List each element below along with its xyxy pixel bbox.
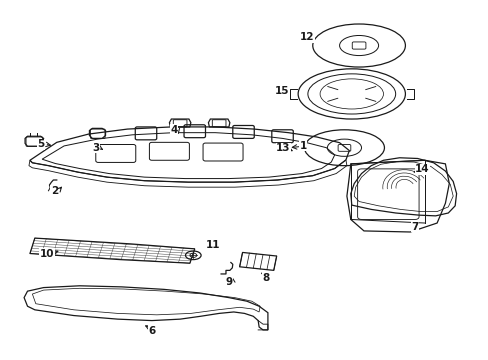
Text: 1: 1 [299,141,306,151]
Text: 5: 5 [37,139,44,149]
Text: 11: 11 [205,239,220,249]
Text: 2: 2 [51,186,58,196]
Text: 14: 14 [414,164,429,174]
Text: 6: 6 [148,325,155,336]
Text: 12: 12 [299,32,313,42]
Text: 8: 8 [262,273,269,283]
Text: 10: 10 [40,248,54,258]
Text: 4: 4 [170,125,177,135]
Text: 15: 15 [275,86,289,96]
Text: 9: 9 [225,277,232,287]
Text: 7: 7 [410,222,418,231]
Text: 13: 13 [276,143,290,153]
Text: 3: 3 [92,143,99,153]
